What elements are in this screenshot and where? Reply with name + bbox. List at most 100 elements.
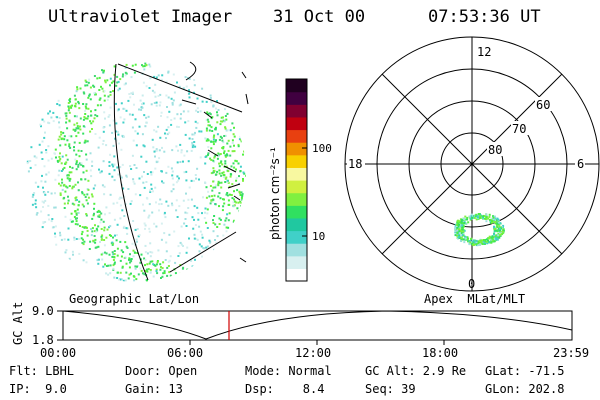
image-pixel — [74, 128, 77, 131]
image-pixel — [159, 136, 162, 139]
image-pixel — [212, 136, 215, 139]
image-pixel — [35, 206, 38, 209]
image-pixel — [182, 110, 185, 113]
image-pixel — [76, 88, 79, 91]
image-pixel — [179, 272, 182, 275]
image-pixel — [198, 225, 201, 228]
image-pixel — [104, 79, 106, 82]
image-pixel — [210, 101, 213, 104]
image-pixel — [171, 202, 173, 205]
image-pixel — [73, 216, 76, 218]
image-pixel — [210, 159, 213, 161]
oval-pixel — [498, 236, 501, 239]
image-pixel — [183, 222, 186, 225]
image-pixel — [238, 210, 241, 213]
image-pixel — [218, 162, 221, 165]
image-pixel — [100, 170, 103, 173]
image-pixel — [216, 170, 219, 173]
image-pixel — [68, 135, 71, 138]
image-pixel — [202, 196, 204, 199]
geographic-image — [26, 61, 249, 282]
image-pixel — [105, 265, 108, 267]
image-pixel — [149, 260, 152, 263]
image-pixel — [31, 203, 34, 206]
image-pixel — [136, 265, 138, 268]
image-pixel — [64, 163, 67, 165]
image-pixel — [65, 154, 68, 157]
image-pixel — [205, 196, 208, 199]
image-pixel — [68, 179, 71, 182]
image-pixel — [109, 91, 112, 93]
image-pixel — [212, 198, 215, 201]
image-pixel — [110, 234, 112, 237]
image-pixel — [53, 152, 56, 155]
image-pixel — [227, 226, 230, 229]
oval-pixel — [458, 226, 461, 229]
image-pixel — [146, 270, 149, 273]
image-pixel — [233, 126, 235, 129]
oval-pixel — [464, 222, 467, 225]
oval-pixel — [482, 217, 485, 220]
image-pixel — [91, 128, 93, 130]
image-pixel — [158, 209, 160, 212]
image-pixel — [85, 169, 88, 172]
image-pixel — [86, 234, 89, 237]
image-pixel — [215, 184, 218, 187]
image-pixel — [242, 178, 244, 180]
oval-pixel — [497, 220, 500, 223]
image-pixel — [71, 185, 74, 188]
image-pixel — [212, 167, 215, 170]
image-pixel — [75, 153, 78, 156]
oval-pixel — [456, 233, 459, 236]
image-pixel — [168, 233, 171, 236]
image-pixel — [159, 263, 162, 266]
image-pixel — [47, 112, 50, 115]
image-pixel — [194, 258, 196, 261]
image-pixel — [109, 106, 112, 109]
image-pixel — [186, 150, 189, 153]
image-pixel — [70, 106, 73, 109]
oval-pixel — [468, 215, 471, 218]
image-pixel — [111, 131, 114, 134]
image-pixel — [170, 123, 173, 126]
mlt-label-18: 18 — [348, 157, 362, 171]
image-pixel — [206, 111, 209, 114]
image-pixel — [232, 205, 235, 208]
image-pixel — [157, 95, 160, 97]
image-pixel — [73, 239, 76, 241]
image-pixel — [155, 101, 158, 104]
image-pixel — [180, 151, 183, 154]
image-pixel — [156, 272, 159, 275]
coastline — [239, 71, 249, 263]
image-pixel — [44, 199, 47, 202]
image-pixel — [168, 271, 171, 274]
image-pixel — [73, 123, 76, 126]
image-pixel — [167, 165, 170, 168]
label-bg — [347, 156, 365, 170]
image-pixel — [40, 180, 43, 183]
image-pixel — [157, 125, 160, 128]
image-pixel — [94, 241, 97, 244]
image-pixel — [52, 120, 55, 123]
oval-pixel — [459, 239, 462, 242]
image-pixel — [132, 91, 134, 94]
image-pixel — [187, 120, 190, 123]
image-pixel — [233, 219, 236, 222]
image-pixel — [98, 98, 101, 101]
image-pixel — [73, 203, 76, 206]
image-pixel — [87, 96, 90, 99]
oval-pixel — [499, 222, 501, 225]
image-pixel — [173, 230, 176, 233]
image-pixel — [104, 251, 106, 254]
image-pixel — [59, 184, 62, 187]
image-pixel — [109, 77, 112, 80]
image-pixel — [175, 181, 178, 184]
image-pixel — [163, 232, 166, 235]
image-pixel — [119, 78, 122, 81]
oval-pixel — [482, 215, 485, 218]
image-pixel — [145, 116, 148, 119]
image-pixel — [58, 159, 61, 162]
image-pixel — [161, 267, 164, 270]
image-pixel — [221, 139, 224, 142]
image-pixel — [87, 196, 90, 199]
